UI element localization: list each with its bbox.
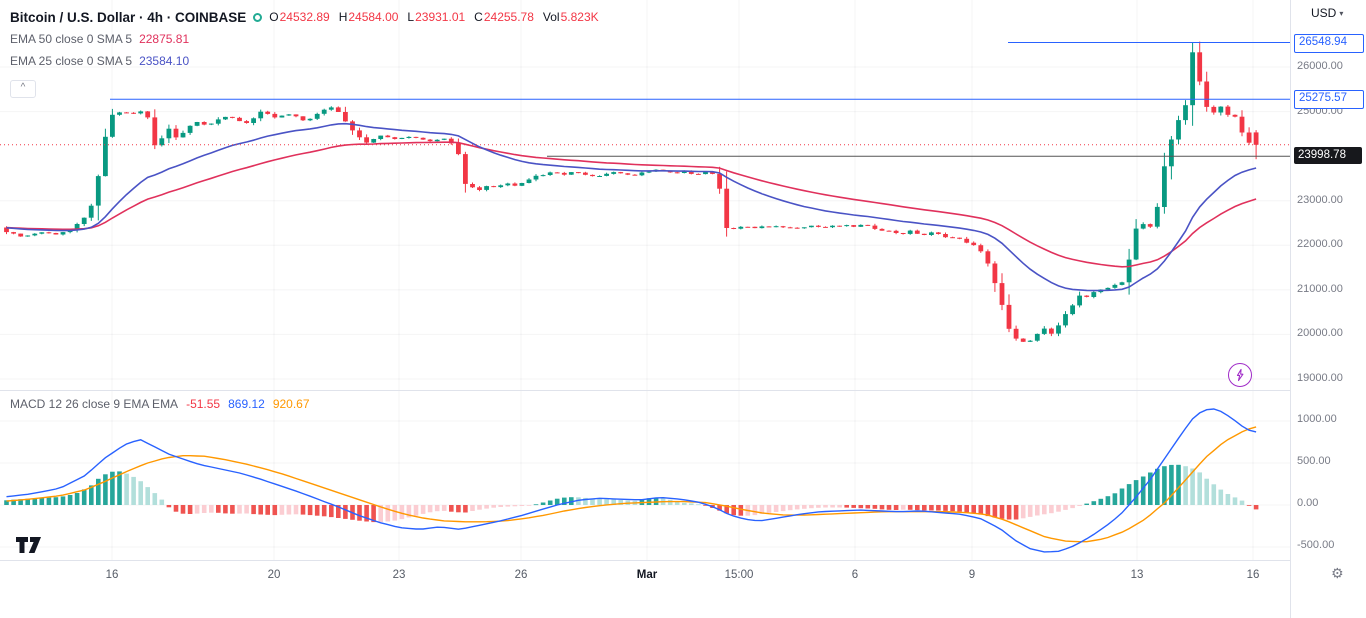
ema50-legend-row[interactable]: EMA 50 close 0 SMA 5 22875.81 [10,28,599,50]
volume-label: Vol [542,10,560,24]
low-label: L [407,10,415,24]
ema50-line [6,141,1257,268]
macd-chart-canvas[interactable] [0,391,1290,561]
time-axis-label: 23 [392,569,406,581]
time-axis-label: 15:00 [724,569,754,581]
macd-tick-label: 500.00 [1297,455,1331,467]
volume-value: 5.823K [560,10,599,24]
macd-legend-row[interactable]: MACD 12 26 close 9 EMA EMA -51.55 869.12… [10,397,310,411]
price-chart-canvas[interactable] [0,0,1290,390]
price-tick-label: 26000.00 [1297,60,1343,72]
symbol-title[interactable]: Bitcoin / U.S. Dollar · 4h · COINBASE [10,9,247,25]
close-label: C [474,10,483,24]
price-tick-label: 20000.00 [1297,327,1343,339]
time-axis-label: 16 [1246,569,1260,581]
high-label: H [338,10,348,24]
low-value: 23931.01 [415,10,466,24]
price-gridlines [0,0,1290,390]
open-value: 24532.89 [279,10,330,24]
macd-histogram [4,464,1259,523]
time-axis-label: 13 [1130,569,1144,581]
settings-gear-icon[interactable]: ⚙ [1331,566,1344,582]
macd-label: MACD 12 26 close 9 EMA EMA [10,397,179,411]
ema25-label: EMA 25 close 0 SMA 5 [10,54,133,68]
ema25-value: 23584.10 [139,54,190,68]
ohlc-values: O 24532.89 H 24584.00 L 23931.01 C 24255.78 … [269,10,598,24]
ema25-line [6,122,1257,292]
ema50-label: EMA 50 close 0 SMA 5 [10,32,133,46]
ema50-value: 22875.81 [139,32,190,46]
time-axis-label: 20 [267,569,281,581]
ema25-legend-row[interactable]: EMA 25 close 0 SMA 5 23584.10 [10,50,599,72]
macd-tick-label: 0.00 [1297,497,1319,509]
collapse-legend-button[interactable]: ^ [10,80,36,98]
price-tick-label: 19000.00 [1297,372,1343,384]
lightning-bolt-icon [1236,368,1244,382]
time-axis-label: Mar [636,569,658,581]
time-axis-label: 26 [514,569,528,581]
price-tick-label: 22000.00 [1297,238,1343,250]
macd-line-value: 869.12 [228,397,265,411]
open-label: O [269,10,279,24]
macd-histogram-value: -51.55 [186,397,221,411]
price-tick-label: 21000.00 [1297,283,1343,295]
chevron-down-icon: ▾ [1339,8,1344,18]
time-axis-label: 9 [968,569,976,581]
close-value: 24255.78 [483,10,534,24]
time-axis-label: 16 [105,569,119,581]
candlestick-series [4,41,1259,342]
price-level-badge: 26548.94 [1294,34,1364,53]
time-axis-label: 6 [851,569,859,581]
price-level-badge: 23998.78 [1294,147,1362,164]
tradingview-logo-icon [16,537,41,553]
macd-pane[interactable]: MACD 12 26 close 9 EMA EMA -51.55 869.12… [0,390,1290,561]
macd-signal-line [6,426,1257,543]
currency-label: USD [1311,6,1337,20]
time-axis[interactable]: 16 20 23 26 Mar 15:00 6 9 13 16 [0,560,1290,618]
price-tick-label: 23000.00 [1297,194,1343,206]
market-status-icon [253,12,263,22]
macd-tick-label: -500.00 [1297,539,1335,551]
instant-trading-button[interactable] [1228,363,1252,387]
macd-tick-label: 1000.00 [1297,413,1337,425]
price-level-badge: 25275.57 [1294,90,1364,109]
macd-line [6,408,1257,553]
price-axis[interactable]: USD ▾ ⚙ 26000.00 25000.00 23000.00 22000.00… [1290,0,1366,618]
currency-selector[interactable]: USD ▾ [1311,6,1343,20]
tradingview-logo[interactable] [14,535,44,555]
macd-gridlines [0,391,1290,561]
chevron-up-icon: ^ [20,82,26,93]
macd-signal-value: 920.67 [272,397,310,411]
high-value: 24584.00 [348,10,399,24]
